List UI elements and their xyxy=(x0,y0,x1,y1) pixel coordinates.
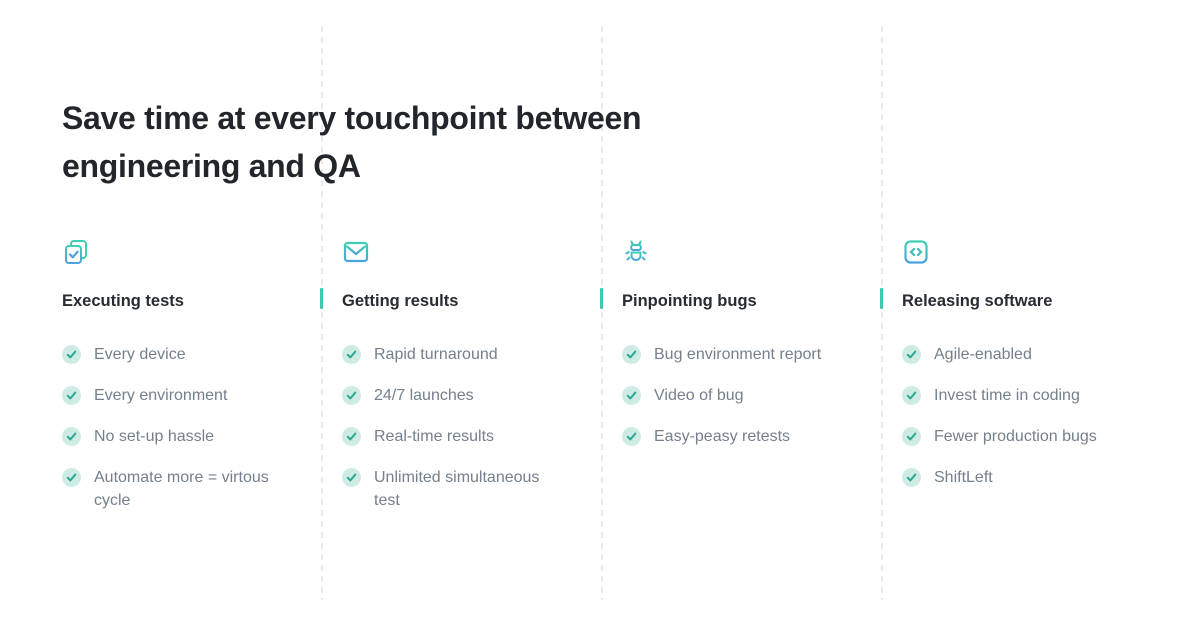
list-item: Automate more = virtous cycle xyxy=(62,466,302,512)
list-item: Agile-enabled xyxy=(902,343,1142,366)
heading-accent-bar xyxy=(320,288,323,309)
check-icon xyxy=(622,345,641,364)
feature-list: Agile-enabled Invest time in coding Fewe… xyxy=(902,343,1142,489)
check-icon xyxy=(62,468,81,487)
code-brackets-icon xyxy=(902,238,930,266)
column-divider xyxy=(321,26,323,600)
feature-list: Bug environment report Video of bug Easy… xyxy=(622,343,862,448)
item-label: Rapid turnaround xyxy=(374,346,498,363)
item-label: Agile-enabled xyxy=(934,346,1032,363)
feature-list: Rapid turnaround 24/7 launches Real-time… xyxy=(342,343,582,512)
column-divider xyxy=(881,26,883,600)
check-icon xyxy=(902,468,921,487)
envelope-icon xyxy=(342,238,370,266)
column-divider xyxy=(601,26,603,600)
list-item: Invest time in coding xyxy=(902,384,1142,407)
feature-column-pinpointing-bugs: Pinpointing bugs Bug environment report … xyxy=(622,238,862,466)
list-item: Every device xyxy=(62,343,302,366)
check-icon xyxy=(902,427,921,446)
check-icon xyxy=(62,427,81,446)
bug-icon xyxy=(622,238,650,266)
check-icon xyxy=(342,468,361,487)
list-item: Easy-peasy retests xyxy=(622,425,862,448)
item-label: No set-up hassle xyxy=(94,428,215,445)
list-item: 24/7 launches xyxy=(342,384,582,407)
list-item: Bug environment report xyxy=(622,343,862,366)
item-label: Invest time in coding xyxy=(934,387,1080,404)
heading-accent-bar xyxy=(600,288,603,309)
page-title: Save time at every touchpoint between en… xyxy=(62,100,642,184)
clipboard-check-icon xyxy=(62,238,90,266)
item-label: Every device xyxy=(94,346,186,363)
list-item: Rapid turnaround xyxy=(342,343,582,366)
list-item: Video of bug xyxy=(622,384,862,407)
feature-list: Every device Every environment No set-up… xyxy=(62,343,302,512)
check-icon xyxy=(62,386,81,405)
check-icon xyxy=(342,386,361,405)
check-icon xyxy=(902,345,921,364)
check-icon xyxy=(342,345,361,364)
item-label: Unlimited simultaneous test xyxy=(374,469,540,509)
check-icon xyxy=(622,427,641,446)
feature-column-releasing-software: Releasing software Agile-enabled Invest … xyxy=(902,238,1142,507)
check-icon xyxy=(62,345,81,364)
item-label: Real-time results xyxy=(374,428,495,445)
item-label: Automate more = virtous cycle xyxy=(94,469,269,509)
item-label: Bug environment report xyxy=(654,346,822,363)
column-heading: Releasing software xyxy=(902,292,1053,310)
list-item: ShiftLeft xyxy=(902,466,1142,489)
list-item: Fewer production bugs xyxy=(902,425,1142,448)
column-heading: Getting results xyxy=(342,292,459,310)
item-label: Every environment xyxy=(94,387,228,404)
item-label: 24/7 launches xyxy=(374,387,474,404)
check-icon xyxy=(342,427,361,446)
column-heading: Pinpointing bugs xyxy=(622,292,757,310)
item-label: Fewer production bugs xyxy=(934,428,1097,445)
list-item: Real-time results xyxy=(342,425,582,448)
feature-column-executing-tests: Executing tests Every device Every envir… xyxy=(62,238,302,530)
heading-accent-bar xyxy=(880,288,883,309)
check-icon xyxy=(622,386,641,405)
column-heading: Executing tests xyxy=(62,292,184,310)
list-item: No set-up hassle xyxy=(62,425,302,448)
feature-column-getting-results: Getting results Rapid turnaround 24/7 la… xyxy=(342,238,582,530)
list-item: Every environment xyxy=(62,384,302,407)
item-label: Easy-peasy retests xyxy=(654,428,791,445)
check-icon xyxy=(902,386,921,405)
item-label: ShiftLeft xyxy=(934,469,993,486)
item-label: Video of bug xyxy=(654,387,744,404)
list-item: Unlimited simultaneous test xyxy=(342,466,582,512)
